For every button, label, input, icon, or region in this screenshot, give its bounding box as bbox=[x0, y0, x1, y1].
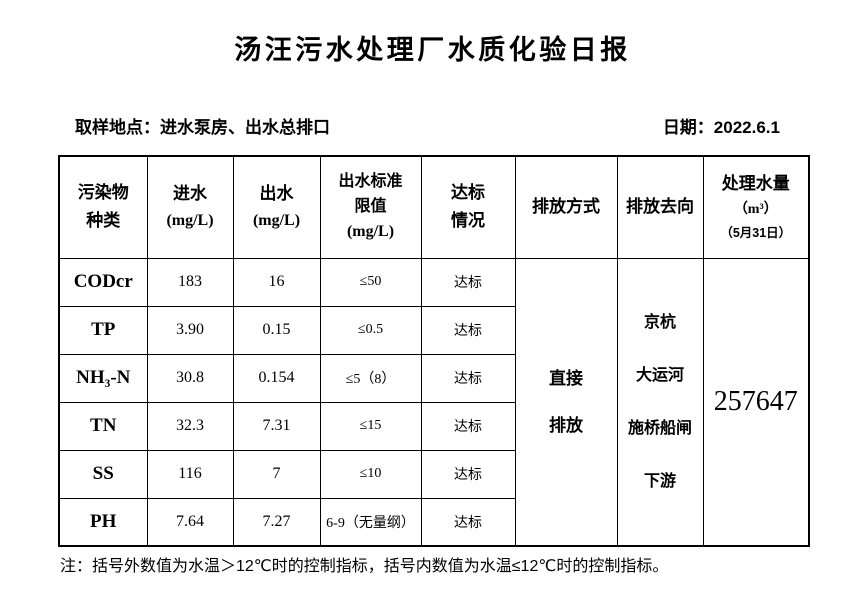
water-quality-table: 污染物 种类 进水 (mg/L) 出水 (mg/L) 出水标准 限值 (mg/L… bbox=[58, 155, 810, 547]
header-unit: (mg/L) bbox=[166, 212, 214, 230]
destination-line: 施桥船闸 bbox=[627, 419, 692, 437]
header-unit: (mg/L) bbox=[346, 223, 395, 241]
table-row-ss: SS 116 7 ≤10 达标 bbox=[58, 449, 809, 499]
limit-cell: ≤5（8） bbox=[319, 353, 422, 403]
inflow-cell: 30.8 bbox=[146, 353, 234, 403]
header-line: 污染物 bbox=[77, 183, 129, 203]
treated-volume-cell: 257647 bbox=[702, 257, 810, 547]
inflow-cell: 7.64 bbox=[146, 497, 234, 547]
limit-cell: ≤50 bbox=[319, 257, 422, 307]
col-header-treated-volume: 处理水量 （m³） （5月31日） bbox=[702, 155, 810, 259]
status-cell: 达标 bbox=[420, 257, 516, 307]
footnote: 注：括号外数值为水温＞12℃时的控制指标，括号内数值为水温≤12℃时的控制指标。 bbox=[60, 558, 669, 575]
pollutant-cell: CODcr bbox=[58, 257, 148, 307]
header-line: 出水标准 bbox=[338, 173, 403, 191]
header-line: 出水 bbox=[259, 184, 294, 204]
table-row-tn: TN 32.3 7.31 ≤15 达标 bbox=[58, 401, 809, 451]
inflow-cell: 183 bbox=[146, 257, 234, 307]
status-cell: 达标 bbox=[420, 353, 516, 403]
status-cell: 达标 bbox=[420, 305, 516, 355]
col-header-discharge-mode: 排放方式 bbox=[514, 155, 618, 259]
outflow-cell: 7.27 bbox=[232, 497, 321, 547]
destination-line: 下游 bbox=[643, 472, 676, 490]
limit-cell: ≤15 bbox=[319, 401, 422, 451]
outflow-cell: 0.15 bbox=[232, 305, 321, 355]
col-header-pollutant: 污染物 种类 bbox=[58, 155, 148, 259]
header-row: 污染物 种类 进水 (mg/L) 出水 (mg/L) 出水标准 限值 (mg/L… bbox=[58, 155, 810, 259]
header-line: 限值 bbox=[354, 198, 387, 216]
inflow-cell: 116 bbox=[146, 449, 234, 499]
header-line: 处理水量 bbox=[721, 174, 790, 194]
header-unit: （m³） bbox=[733, 202, 778, 218]
pollutant-cell: PH bbox=[58, 497, 148, 547]
status-cell: 达标 bbox=[420, 497, 516, 547]
limit-cell: ≤10 bbox=[319, 449, 422, 499]
outflow-cell: 0.154 bbox=[232, 353, 321, 403]
page-title: 汤汪污水处理厂水质化验日报 bbox=[234, 35, 631, 65]
outflow-cell: 16 bbox=[232, 257, 321, 307]
col-header-limit: 出水标准 限值 (mg/L) bbox=[319, 155, 422, 259]
discharge-mode-cell: 直接 排放 bbox=[514, 257, 618, 547]
col-header-discharge-destination: 排放去向 bbox=[616, 155, 704, 259]
header-date-note: （5月31日） bbox=[720, 226, 792, 241]
pollutant-cell: SS bbox=[58, 449, 148, 499]
meta-row: 取样地点：进水泵房、出水总排口 日期：2022.6.1 bbox=[75, 113, 780, 138]
header-line: 排放方式 bbox=[532, 197, 600, 217]
inflow-cell: 32.3 bbox=[146, 401, 234, 451]
inflow-cell: 3.90 bbox=[146, 305, 234, 355]
outflow-cell: 7.31 bbox=[232, 401, 321, 451]
destination-line: 大运河 bbox=[635, 366, 684, 384]
pollutant-cell: TP bbox=[58, 305, 148, 355]
header-line: 种类 bbox=[86, 211, 121, 231]
pollutant-cell: TN bbox=[58, 401, 148, 451]
discharge-mode-line: 直接 bbox=[549, 368, 583, 388]
limit-cell: 6-9（无量纲） bbox=[319, 497, 422, 547]
header-line: 排放去向 bbox=[626, 197, 694, 217]
pollutant-cell: NH₃-N bbox=[58, 353, 148, 403]
sampling-location-label: 取样地点：进水泵房、出水总排口 bbox=[75, 118, 330, 137]
status-cell: 达标 bbox=[420, 401, 516, 451]
discharge-mode-line: 排放 bbox=[549, 415, 583, 435]
col-header-outflow: 出水 (mg/L) bbox=[232, 155, 321, 259]
date-label: 日期：2022.6.1 bbox=[662, 118, 780, 137]
limit-cell: ≤0.5 bbox=[319, 305, 422, 355]
col-header-inflow: 进水 (mg/L) bbox=[146, 155, 234, 259]
table-row-ph: PH 7.64 7.27 6-9（无量纲） 达标 bbox=[58, 497, 809, 547]
discharge-destination-cell: 京杭 大运河 施桥船闸 下游 bbox=[616, 257, 704, 547]
header-unit: (mg/L) bbox=[252, 212, 301, 230]
table-row-tp: TP 3.90 0.15 ≤0.5 达标 bbox=[58, 305, 809, 355]
table-row-codcr: CODcr 183 16 ≤50 达标 直接 排放 京杭 大运河 施桥船闸 下游… bbox=[58, 257, 810, 547]
header-line: 进水 bbox=[173, 184, 207, 204]
destination-line: 京杭 bbox=[643, 313, 676, 331]
header-line: 情况 bbox=[451, 211, 485, 231]
header-line: 达标 bbox=[451, 183, 485, 203]
outflow-cell: 7 bbox=[232, 449, 321, 499]
table-row-nh3n: NH₃-N 30.8 0.154 ≤5（8） 达标 bbox=[58, 353, 809, 403]
col-header-status: 达标 情况 bbox=[420, 155, 516, 259]
status-cell: 达标 bbox=[420, 449, 516, 499]
